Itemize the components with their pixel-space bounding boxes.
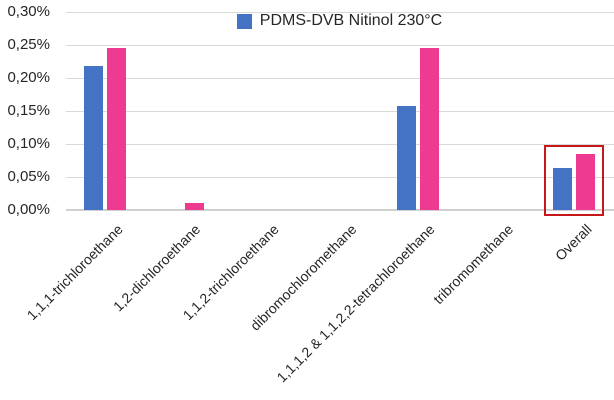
y-axis-tick-label: 0,30% bbox=[7, 3, 50, 20]
y-axis-tick-label: 0,25% bbox=[7, 36, 50, 53]
bar-s0-c0[interactable] bbox=[84, 66, 104, 210]
bar-s1-c0[interactable] bbox=[107, 48, 127, 210]
bar-s1-c4[interactable] bbox=[419, 48, 439, 210]
y-axis-tick-label: 0,15% bbox=[7, 102, 50, 119]
x-axis-label-0: 1,1,1-trichloroethane bbox=[23, 221, 126, 324]
x-axis-label-4: 1,1,1,2 & 1,1,2,2-tetrachloroethane bbox=[273, 221, 438, 386]
bar-s1-c1[interactable] bbox=[185, 202, 205, 210]
x-axis-line bbox=[66, 209, 614, 211]
gridline bbox=[66, 144, 614, 145]
gridline bbox=[66, 78, 614, 79]
overall-highlight-box bbox=[543, 145, 604, 216]
gridline bbox=[66, 111, 614, 112]
gridline bbox=[66, 177, 614, 178]
gridline bbox=[66, 12, 614, 13]
x-axis-label-5: tribromomethane bbox=[429, 221, 517, 308]
y-axis-tick-label: 0,00% bbox=[7, 201, 50, 218]
x-axis-label-6: Overall bbox=[551, 221, 595, 264]
gridline bbox=[66, 45, 614, 46]
bar-s0-c6[interactable] bbox=[552, 168, 572, 210]
y-axis-tick-label: 0,10% bbox=[7, 135, 50, 152]
y-axis-tick-label: 0,20% bbox=[7, 69, 50, 86]
legend-label: PDMS-DVB Nitinol 230°C bbox=[259, 12, 443, 29]
bar-s0-c4[interactable] bbox=[396, 106, 416, 210]
chart-legend[interactable]: PDMS-DVB Nitinol 230°C bbox=[66, 10, 613, 32]
bar-s1-c6[interactable] bbox=[575, 153, 595, 210]
legend-marker-square bbox=[236, 13, 252, 29]
y-axis-tick-label: 0,05% bbox=[7, 168, 50, 185]
